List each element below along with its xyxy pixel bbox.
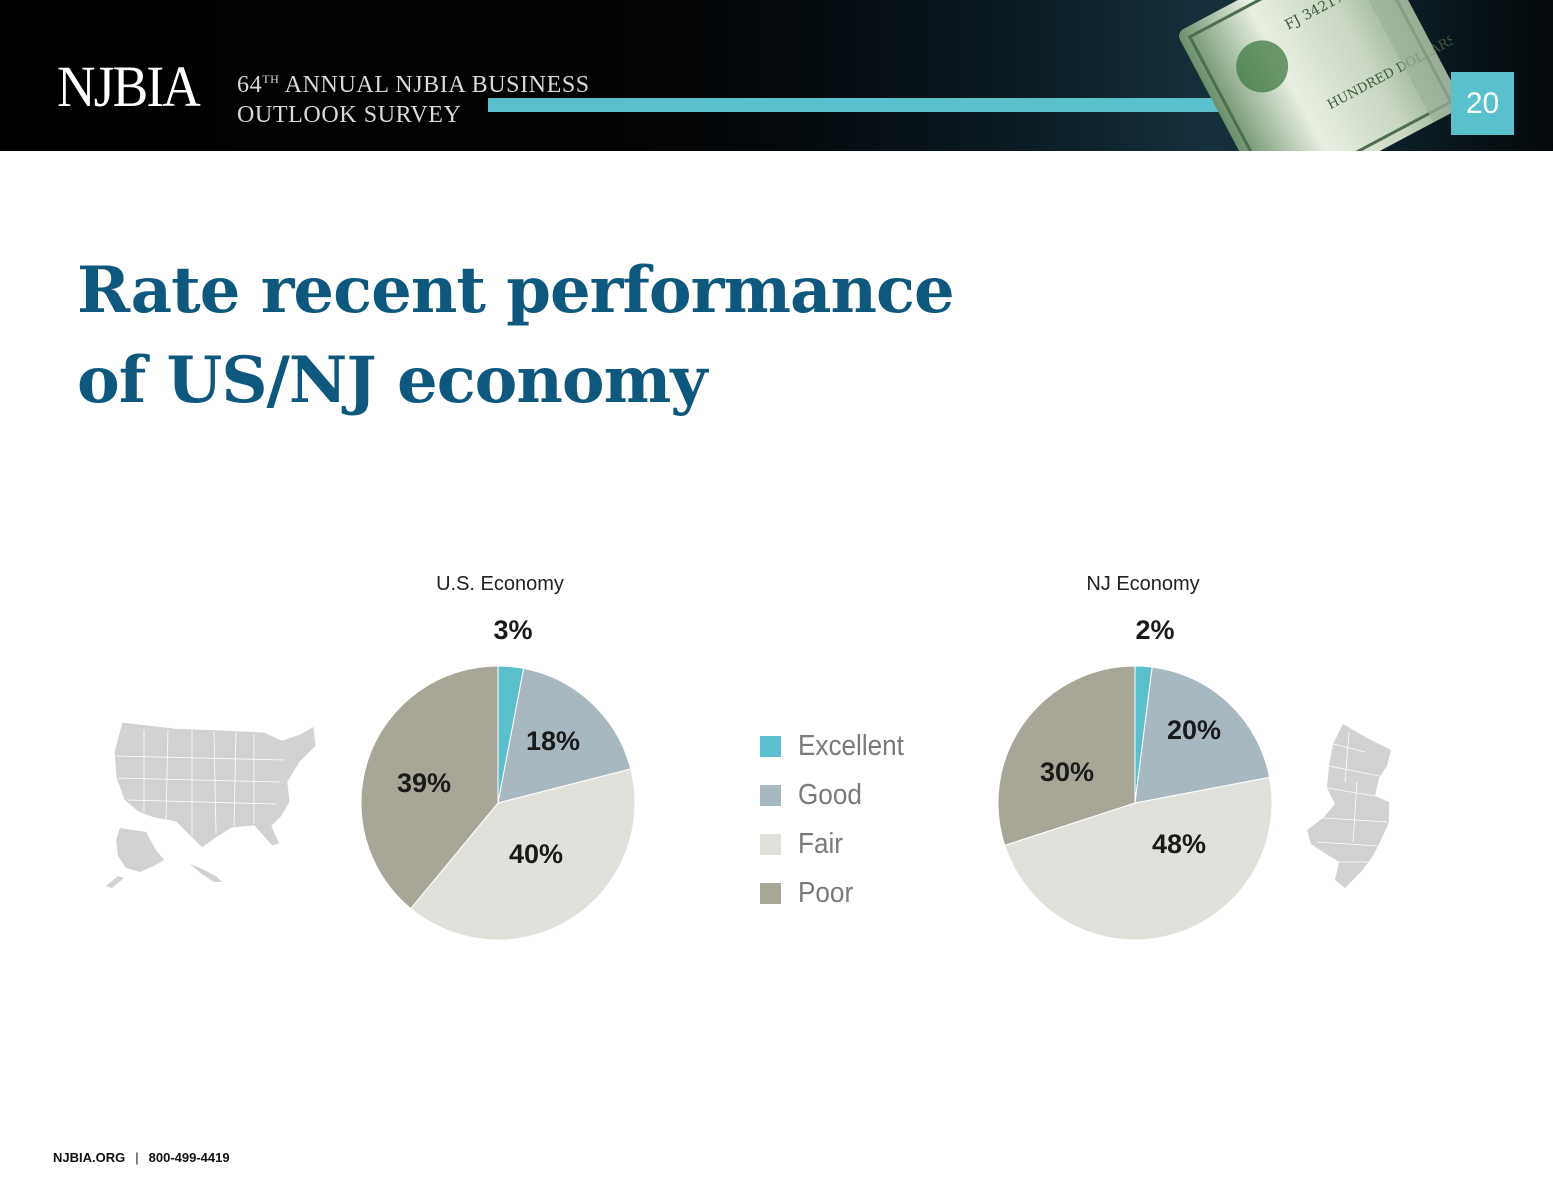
legend-swatch-fair: [760, 834, 781, 855]
nj-map-icon: [1307, 724, 1391, 888]
chart-legend: Excellent Good Fair Poor: [760, 722, 916, 918]
legend-item-excellent: Excellent: [760, 722, 916, 771]
us-slice-poor: [360, 665, 499, 910]
header-banner: NJBIA 64TH ANNUAL NJBIA BUSINESS OUTLOOK…: [0, 0, 1553, 151]
page-title-line1: Rate recent performance: [77, 253, 955, 328]
nj-economy-pie-chart: 2% 20% 48% 30%: [997, 615, 1273, 941]
njbia-logo: NJBIA: [57, 54, 201, 119]
us-slice-good: [497, 667, 632, 804]
banknote-image: FJ 34217455 HUNDRED DOLLARS: [1179, 0, 1465, 151]
survey-title: 64TH ANNUAL NJBIA BUSINESS OUTLOOK SURVE…: [237, 64, 590, 130]
nj-label-poor: 30%: [1040, 757, 1094, 787]
legend-swatch-good: [760, 785, 781, 806]
footer-phone: 800-499-4419: [148, 1150, 230, 1165]
legend-item-fair: Fair: [760, 820, 916, 869]
legend-swatch-poor: [760, 883, 781, 904]
nj-slice-fair: [1004, 776, 1273, 941]
us-label-excellent: 3%: [493, 615, 532, 645]
us-map-icon: [106, 721, 317, 888]
nj-chart-title: NJ Economy: [1086, 573, 1200, 595]
nj-label-excellent: 2%: [1135, 615, 1174, 645]
legend-label-excellent: Excellent: [798, 730, 904, 762]
nj-slice-poor: [997, 665, 1136, 846]
nj-slice-good: [1134, 666, 1271, 804]
us-chart-title: U.S. Economy: [436, 573, 564, 595]
header-accent-bar: [488, 98, 1454, 112]
page-title: Rate recent performance of US/NJ economy: [77, 246, 955, 426]
footer-website[interactable]: NJBIA.ORG: [53, 1150, 126, 1165]
legend-label-fair: Fair: [798, 828, 843, 860]
legend-label-good: Good: [798, 779, 862, 811]
legend-item-poor: Poor: [760, 869, 916, 918]
us-label-good: 18%: [526, 726, 580, 756]
page-number: 20: [1451, 72, 1514, 135]
footer-contact: NJBIA.ORG | 800-499-4419: [53, 1150, 230, 1165]
legend-swatch-excellent: [760, 736, 781, 757]
us-economy-pie-chart: 3% 18% 40% 39%: [360, 615, 636, 941]
legend-label-poor: Poor: [798, 877, 854, 909]
us-label-fair: 40%: [509, 839, 563, 869]
nj-label-fair: 48%: [1152, 829, 1206, 859]
survey-number: 64: [237, 72, 263, 98]
page-title-line2: of US/NJ economy: [77, 343, 707, 418]
us-label-poor: 39%: [397, 768, 451, 798]
survey-number-suffix: TH: [262, 72, 280, 86]
legend-item-good: Good: [760, 771, 916, 820]
footer-separator: |: [135, 1150, 139, 1165]
survey-title-line1: ANNUAL NJBIA BUSINESS: [279, 72, 590, 98]
us-slice-fair: [409, 768, 636, 941]
survey-title-line2: OUTLOOK SURVEY: [237, 102, 462, 128]
nj-label-good: 20%: [1167, 715, 1221, 745]
